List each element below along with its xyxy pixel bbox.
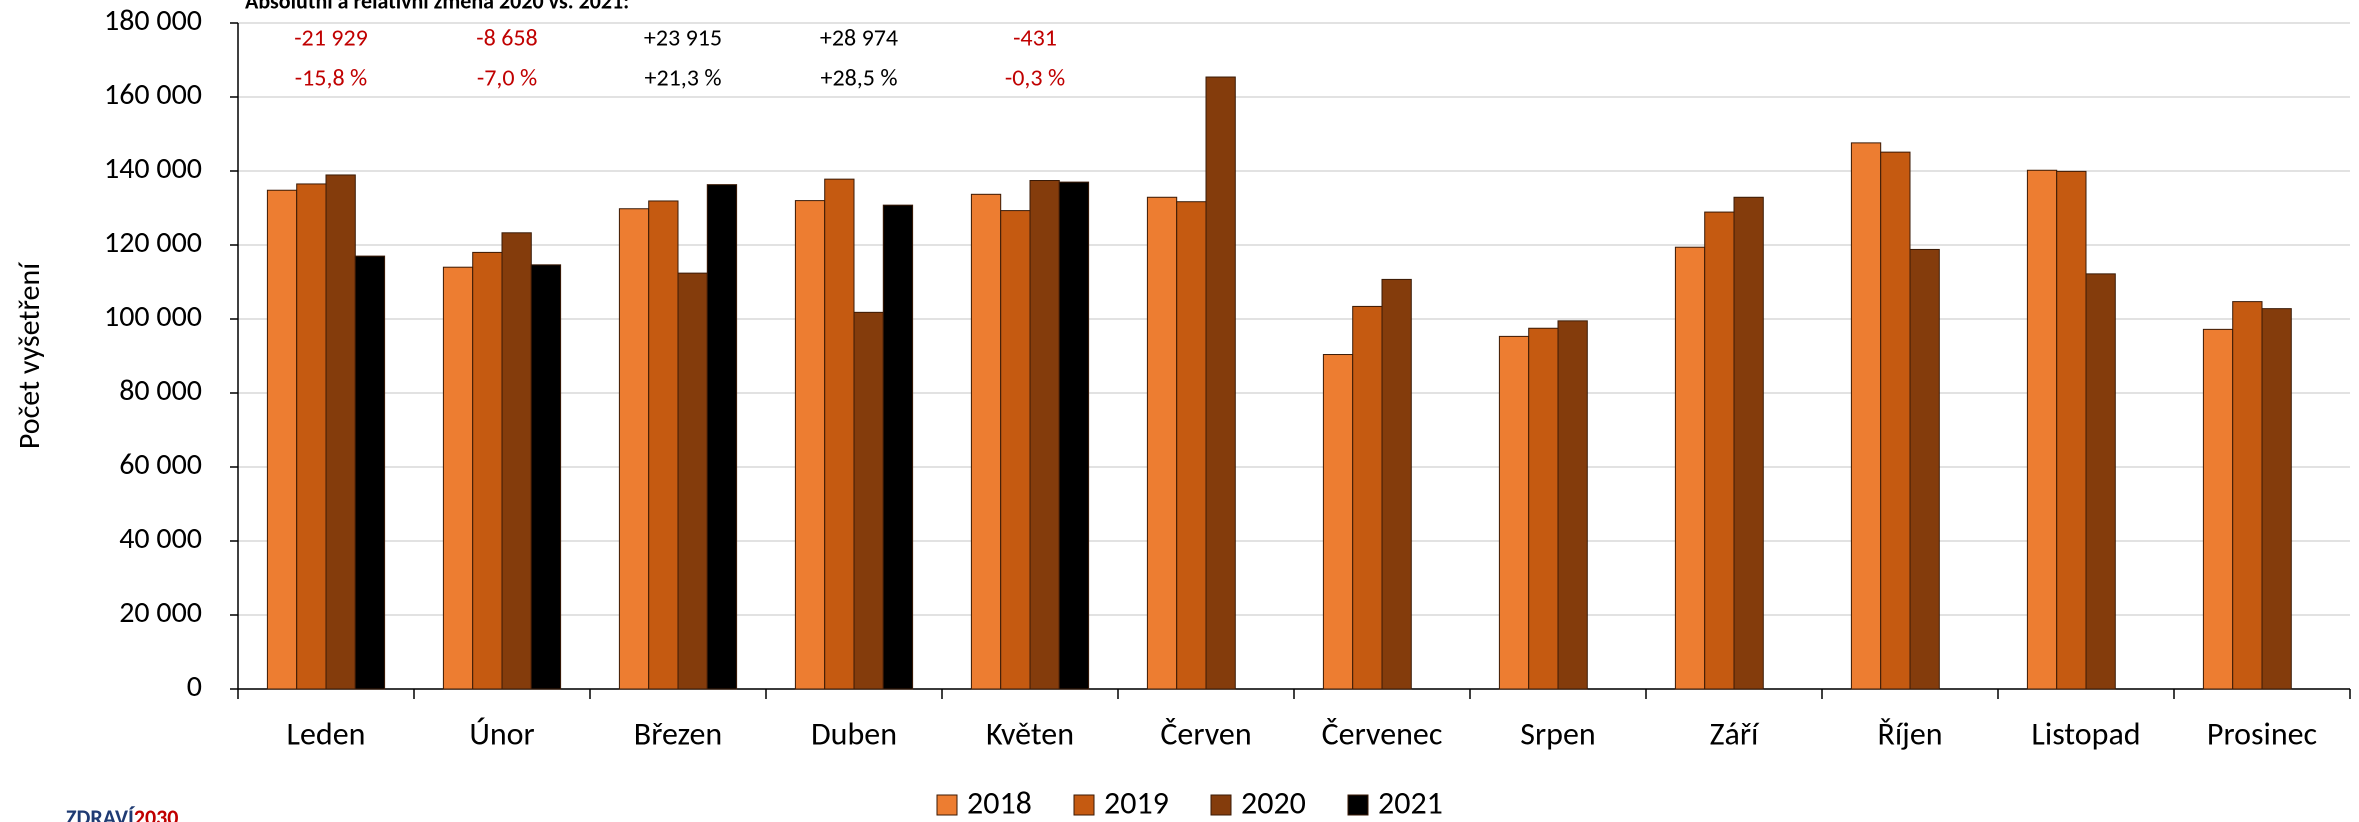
y-tick-label: 100 000 [104, 298, 202, 335]
bar [2026, 169, 2058, 690]
bar [472, 251, 503, 690]
bar [970, 193, 1002, 690]
logo-part: 2030 [134, 804, 179, 822]
bar [2085, 273, 2116, 690]
change-relative: -15,8 % [295, 64, 367, 93]
legend-label: 2020 [1241, 784, 1306, 822]
bar [706, 184, 738, 690]
bar [1176, 201, 1207, 690]
bar [2232, 301, 2263, 690]
y-tick-label: 120 000 [104, 224, 202, 261]
bar [1000, 210, 1031, 690]
bar [1352, 305, 1383, 690]
y-tick-label: 160 000 [104, 76, 202, 113]
bar [1205, 76, 1236, 690]
legend-swatch [1210, 794, 1232, 816]
annotation-title: Absolutní a relativní změna 2020 vs. 202… [245, 0, 629, 14]
legend-swatch [1347, 794, 1369, 816]
legend-label: 2019 [1104, 784, 1169, 822]
bar [1850, 142, 1882, 690]
bar [1528, 327, 1559, 690]
y-axis-label: Počet vyšetření [11, 262, 48, 449]
change-relative: -7,0 % [477, 64, 537, 93]
bar [1557, 320, 1588, 690]
bar [677, 272, 708, 690]
x-tick-label: Listopad [2031, 715, 2140, 754]
change-relative: -0,3 % [1005, 64, 1065, 93]
bar [853, 311, 884, 690]
y-tick-label: 80 000 [119, 372, 202, 409]
bar [1058, 181, 1090, 690]
x-tick-label: Duben [811, 715, 897, 754]
change-relative: +21,3 % [644, 64, 721, 93]
legend-label: 2021 [1378, 784, 1443, 822]
y-tick-label: 60 000 [119, 446, 202, 483]
bar [1733, 196, 1764, 690]
y-tick-label: 20 000 [119, 594, 202, 631]
change-absolute: -431 [1013, 24, 1057, 53]
bar [1880, 151, 1911, 690]
bar [530, 264, 562, 690]
bar [2202, 328, 2234, 690]
bar [794, 200, 826, 690]
bar [2261, 308, 2292, 690]
change-absolute: -8 658 [476, 24, 537, 53]
bar [1674, 246, 1706, 690]
x-tick-label: Říjen [1877, 715, 1942, 754]
bar [266, 189, 298, 690]
x-tick-label: Červen [1160, 715, 1251, 754]
x-tick-label: Leden [287, 715, 366, 754]
x-tick-label: Květen [986, 715, 1074, 754]
change-absolute: +23 915 [644, 24, 722, 53]
y-tick-label: 40 000 [119, 520, 202, 557]
bar [354, 255, 386, 690]
x-tick-label: Březen [634, 715, 722, 754]
bar [1029, 180, 1060, 690]
bar [648, 200, 679, 690]
bar [442, 266, 474, 690]
y-tick-label: 140 000 [104, 150, 202, 187]
bar [501, 232, 532, 690]
legend-swatch [936, 794, 958, 816]
legend-label: 2018 [967, 784, 1032, 822]
bar [325, 174, 356, 690]
x-tick-label: Červenec [1322, 715, 1443, 754]
bar [1704, 211, 1735, 690]
legend-swatch [1073, 794, 1095, 816]
bar [1322, 354, 1354, 690]
x-tick-label: Září [1710, 715, 1760, 754]
bar [1146, 196, 1178, 690]
bar [618, 208, 650, 690]
x-tick-label: Srpen [1520, 715, 1595, 754]
logo: ZDRAVÍ2030 [66, 804, 178, 822]
x-tick-label: Prosinec [2207, 715, 2317, 754]
bar [1909, 248, 1940, 690]
x-tick-label: Únor [469, 715, 534, 754]
bar [882, 204, 914, 690]
bar [1498, 335, 1530, 690]
bar [824, 178, 855, 690]
bar [296, 183, 327, 690]
logo-part: ZDRAVÍ [66, 804, 136, 822]
change-relative: +28,5 % [820, 64, 897, 93]
bar [1381, 278, 1412, 690]
change-absolute: +28 974 [820, 24, 898, 53]
change-absolute: -21 929 [294, 24, 368, 53]
y-tick-label: 180 000 [104, 2, 202, 39]
bar [2056, 170, 2087, 690]
y-tick-label: 0 [187, 668, 202, 705]
